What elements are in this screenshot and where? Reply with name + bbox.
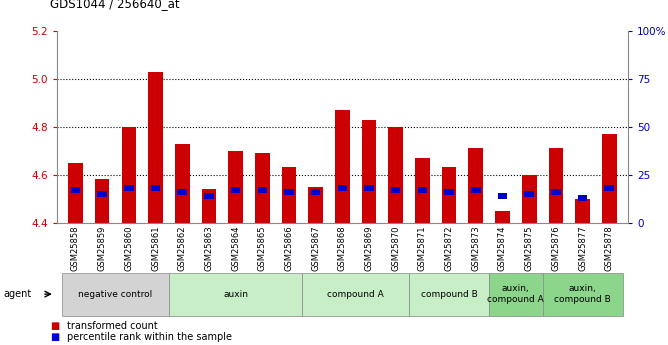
Text: compound A: compound A <box>327 289 384 299</box>
Bar <box>364 185 374 191</box>
Bar <box>415 158 430 223</box>
Text: auxin: auxin <box>223 289 248 299</box>
Bar <box>202 189 216 223</box>
Bar <box>228 151 243 223</box>
Bar <box>418 187 428 193</box>
Bar <box>71 187 80 193</box>
Bar <box>335 110 349 223</box>
Bar <box>178 189 187 195</box>
Bar <box>605 185 614 191</box>
Bar <box>444 189 454 195</box>
Bar <box>522 175 536 223</box>
Bar <box>257 187 267 193</box>
Text: percentile rank within the sample: percentile rank within the sample <box>67 333 232 342</box>
Bar <box>175 144 190 223</box>
Bar <box>124 185 134 191</box>
Bar <box>309 187 323 223</box>
Text: ■: ■ <box>50 333 59 342</box>
Bar <box>98 191 107 197</box>
Bar <box>255 153 270 223</box>
Bar <box>151 185 160 191</box>
Bar <box>548 148 563 223</box>
Bar <box>311 189 321 195</box>
Bar <box>578 195 587 201</box>
Text: ■: ■ <box>50 321 59 331</box>
Bar <box>471 187 480 193</box>
Bar <box>495 210 510 223</box>
Text: auxin,
compound B: auxin, compound B <box>554 284 611 304</box>
Bar <box>68 163 83 223</box>
Bar <box>284 189 294 195</box>
Text: auxin,
compound A: auxin, compound A <box>488 284 544 304</box>
Text: transformed count: transformed count <box>67 321 158 331</box>
Bar <box>468 148 483 223</box>
Bar <box>337 185 347 191</box>
Bar <box>575 199 590 223</box>
Bar <box>524 191 534 197</box>
Bar <box>602 134 617 223</box>
Bar <box>95 179 110 223</box>
Bar <box>204 193 214 199</box>
Bar <box>391 187 401 193</box>
Bar <box>148 72 163 223</box>
Bar <box>231 187 240 193</box>
Bar <box>442 167 456 223</box>
Text: compound B: compound B <box>421 289 478 299</box>
Text: negative control: negative control <box>78 289 152 299</box>
Bar <box>282 167 297 223</box>
Bar <box>361 120 376 223</box>
Bar <box>388 127 403 223</box>
Bar <box>498 193 507 199</box>
Text: GDS1044 / 256640_at: GDS1044 / 256640_at <box>50 0 180 10</box>
Bar <box>551 189 560 195</box>
Text: agent: agent <box>3 289 31 299</box>
Bar <box>122 127 136 223</box>
